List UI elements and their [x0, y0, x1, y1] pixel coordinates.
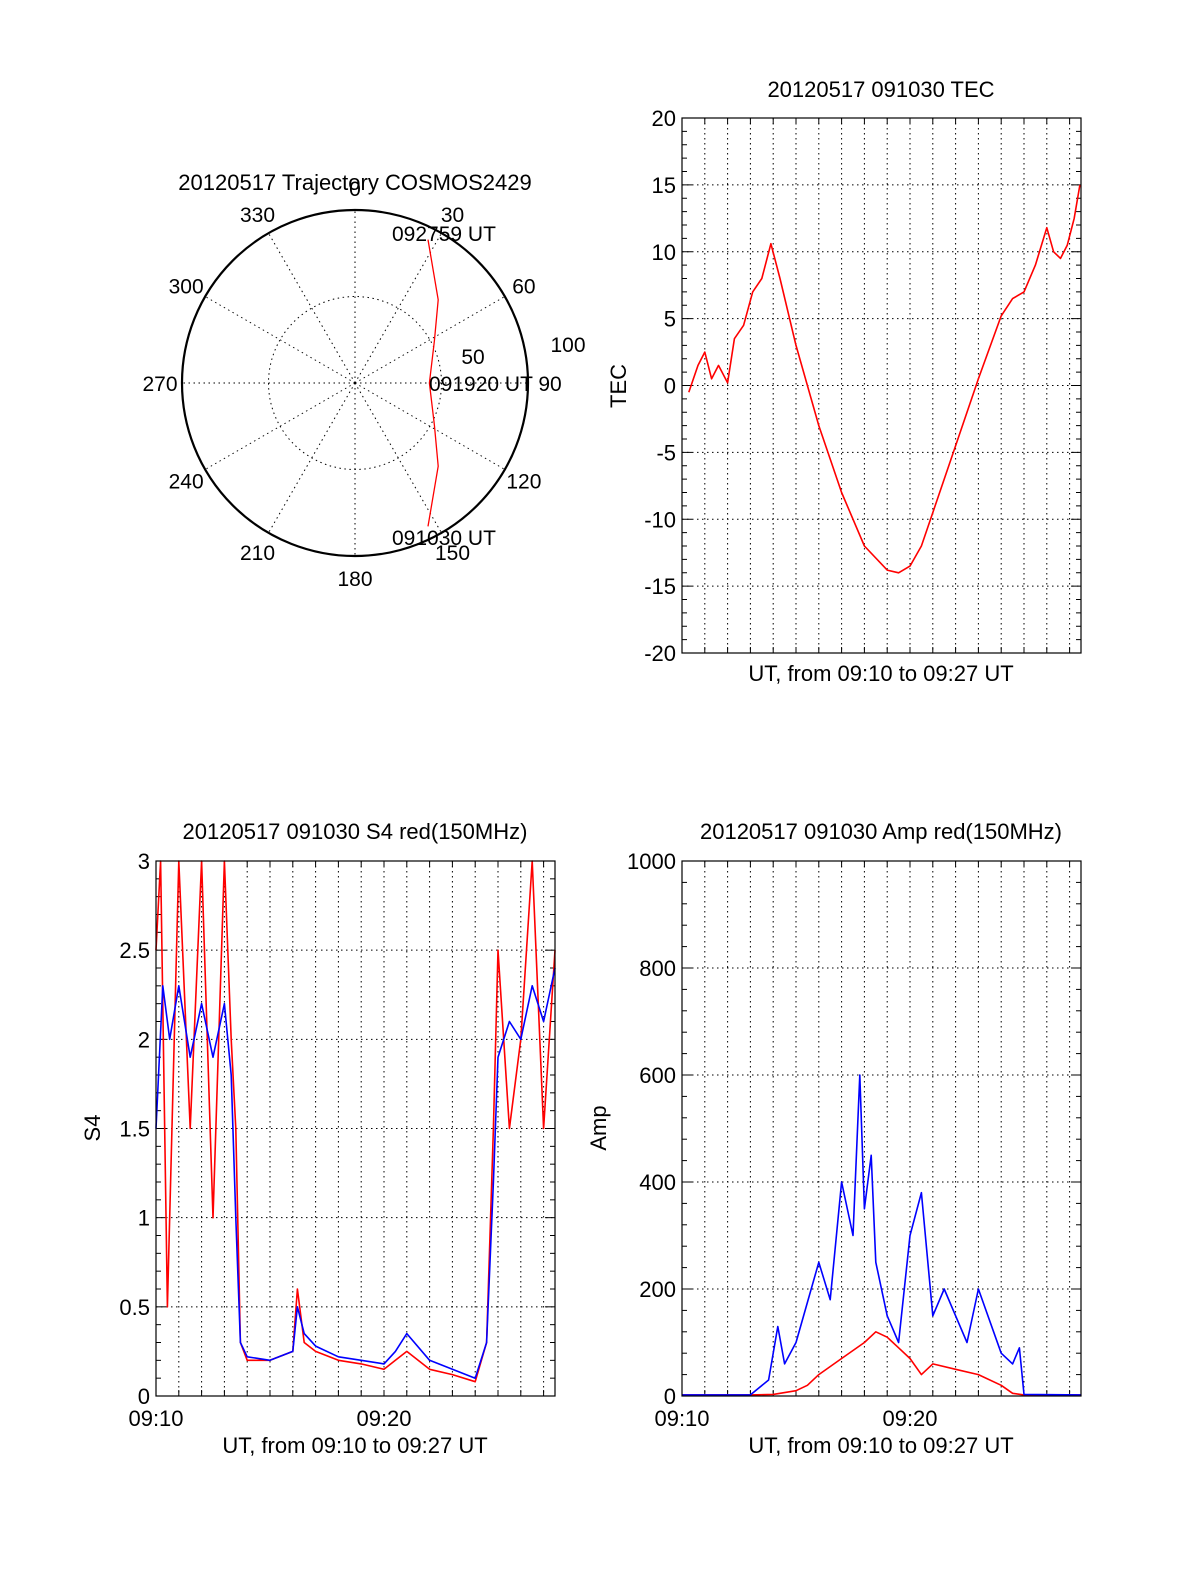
tec-xlabel: UT, from 09:10 to 09:27 UT [748, 661, 1013, 686]
polar-outer-ring [180, 208, 530, 558]
trajectory-line [427, 239, 439, 527]
polar-trajectory-chart: 20120517 Trajectory COSMOS2429 0 30 60 90 12… [142, 170, 585, 591]
s4-chart: 20120517 091030 S4 red(150MHz) 0 0.5 1 1.5 2… [80, 819, 556, 1458]
polar-angle-label-210: 210 [240, 542, 275, 565]
tec-series [688, 184, 1081, 574]
tec-tick-labels: 20 15 10 5 0 -5 -10 -15 -20 [644, 106, 676, 666]
s4-ytick-label: 2.5 [119, 938, 150, 963]
tec-ytick-label: -20 [644, 641, 676, 666]
polar-title: 20120517 Trajectory COSMOS2429 [178, 170, 531, 195]
amp-ytick-label: 800 [639, 956, 676, 981]
tec-ytick-label: 10 [652, 240, 676, 265]
s4-xlabel: UT, from 09:10 to 09:27 UT [222, 1433, 487, 1458]
polar-angle-label-180: 180 [337, 568, 372, 591]
polar-spoke-120 [354, 382, 506, 470]
amp-chart: 20120517 091030 Amp red(150MHz) 0 200 400 6… [586, 819, 1082, 1458]
tec-plot-frame [681, 117, 1082, 654]
polar-spoke-210 [268, 382, 356, 534]
s4-xtick-label: 09:10 [128, 1406, 183, 1431]
s4-ytick-label: 1.5 [119, 1117, 150, 1142]
s4-ytick-label: 1 [138, 1206, 150, 1231]
amp-ytick-label: 200 [639, 1277, 676, 1302]
tec-ylabel: TEC [606, 364, 631, 408]
tec-ytick-label: 20 [652, 106, 676, 131]
polar-angle-label-120: 120 [506, 471, 541, 494]
s4-series-line-0 [155, 860, 556, 1383]
polar-grid [182, 210, 528, 556]
amp-series [682, 1074, 1082, 1396]
s4-title: 20120517 091030 S4 red(150MHz) [183, 819, 528, 844]
s4-xtick-label: 09:20 [356, 1406, 411, 1431]
s4-ylabel: S4 [80, 1115, 105, 1142]
polar-radius-label-100: 100 [550, 334, 585, 357]
polar-spoke-300 [204, 296, 356, 384]
polar-angle-label-0: 0 [349, 178, 361, 201]
tec-ytick-label: -15 [644, 574, 676, 599]
s4-ytick-label: 2 [138, 1027, 150, 1052]
polar-angle-label-300: 300 [169, 276, 204, 299]
amp-grid [681, 860, 1081, 1397]
polar-spoke-60 [354, 296, 506, 384]
amp-ytick-label: 600 [639, 1063, 676, 1088]
s4-plot-frame [155, 860, 556, 1397]
tec-chart: 20120517 091030 TEC 20151050-5-10-15-20 … [606, 77, 1082, 686]
polar-spoke-150 [354, 382, 442, 534]
polar-angle-label-90: 90 [538, 373, 561, 396]
s4-ytick-label: 0 [138, 1384, 150, 1409]
tec-series-line-0 [688, 184, 1081, 574]
amp-ytick-label: 0 [664, 1384, 676, 1409]
amp-plot-frame [681, 860, 1082, 1397]
tec-grid [681, 117, 1081, 654]
polar-trajectory-series [427, 239, 439, 527]
trajectory-end-label: 092759 UT [392, 223, 496, 246]
polar-angle-label-330: 330 [240, 204, 275, 227]
polar-angle-label-270: 270 [142, 373, 177, 396]
amp-series-line-1 [682, 1074, 1082, 1396]
s4-series-line-1 [155, 967, 556, 1379]
tec-ytick-label: 5 [664, 307, 676, 332]
s4-series [155, 860, 556, 1383]
amp-xtick-label: 09:10 [654, 1406, 709, 1431]
s4-ytick-label: 0.5 [119, 1295, 150, 1320]
amp-xlabel: UT, from 09:10 to 09:27 UT [748, 1433, 1013, 1458]
tec-ytick-label: -10 [644, 507, 676, 532]
amp-title: 20120517 091030 Amp red(150MHz) [700, 819, 1062, 844]
tec-ytick-label: -5 [656, 440, 676, 465]
polar-angle-label-60: 60 [512, 276, 535, 299]
polar-spoke-330 [268, 232, 356, 384]
polar-angle-label-150: 150 [435, 542, 470, 565]
tec-ytick-label: 0 [664, 374, 676, 399]
tec-ytick-label: 15 [652, 173, 676, 198]
amp-tick-labels: 0 200 400 600 800 1000 09:10 09:20 [627, 849, 937, 1431]
amp-ylabel: Amp [586, 1105, 611, 1150]
polar-spoke-240 [204, 382, 356, 470]
tec-title: 20120517 091030 TEC [767, 77, 994, 102]
polar-angle-label-30: 30 [441, 204, 464, 227]
s4-grid [155, 860, 555, 1397]
amp-series-line-0 [682, 1331, 1081, 1396]
polar-radius-label-50: 50 [461, 346, 484, 369]
amp-xtick-label: 09:20 [882, 1406, 937, 1431]
amp-ytick-label: 1000 [627, 849, 676, 874]
s4-ytick-label: 3 [138, 849, 150, 874]
polar-spoke-30 [354, 232, 442, 384]
trajectory-mid-label: 091920 UT [429, 373, 533, 396]
s4-tick-labels: 0 0.5 1 1.5 2 2.5 3 09:10 09:20 [119, 849, 411, 1431]
polar-angle-label-240: 240 [169, 471, 204, 494]
trajectory-start-label: 091030 UT [392, 527, 496, 550]
polar-angle-labels: 0 30 60 90 120 150 180 210 240 270 300 330 [142, 178, 561, 591]
amp-ytick-label: 400 [639, 1170, 676, 1195]
